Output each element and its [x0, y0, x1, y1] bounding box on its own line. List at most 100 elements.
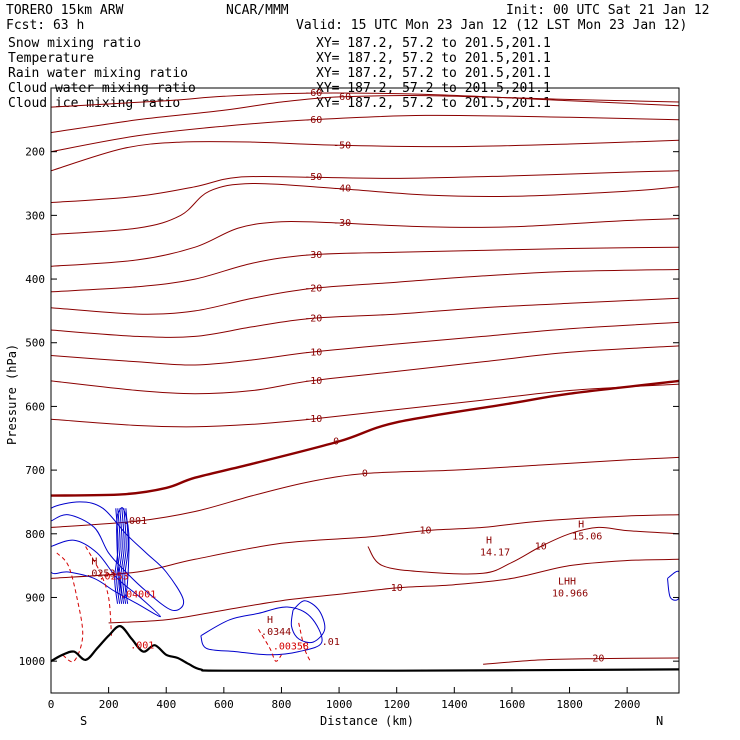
x-axis-label: Distance (km)	[320, 714, 414, 728]
isotherm-label-3: -50	[333, 140, 351, 151]
rain-contour-2	[257, 629, 282, 662]
isotherm-label-4: -50	[304, 172, 322, 183]
isotherm-label-14: 0	[362, 468, 368, 479]
isotherm-line-4	[51, 170, 679, 204]
x-tick-label-2: 400	[156, 698, 176, 711]
isotherm-line-3	[51, 139, 679, 172]
terrain-path	[51, 625, 679, 672]
isotherm-line-16	[108, 558, 679, 624]
field-xy-cloud-ice: XY= 187.2, 57.2 to 201.5,201.1	[316, 96, 551, 111]
valid-time: Valid: 15 UTC Mon 23 Jan 12 (12 LST Mon …	[296, 18, 687, 33]
field-label-snow: Snow mixing ratio	[8, 36, 141, 51]
field-xy-rain: XY= 187.2, 57.2 to 201.5,201.1	[316, 66, 551, 81]
x-tick-label-8: 1600	[499, 698, 525, 711]
cloud-water-contours	[51, 501, 679, 656]
y-tick-label-2: 400	[25, 273, 45, 286]
cloud-water-label-1: .01	[322, 637, 340, 648]
maximum-value-3: .0253	[85, 568, 115, 579]
cloud-water-core-3	[120, 508, 125, 604]
isotherm-label-8: -20	[304, 284, 322, 295]
isotherm-line-6	[51, 218, 679, 267]
cloud-water-label-0: .001	[123, 516, 147, 527]
cloud-water-contour-4	[290, 600, 326, 644]
field-label-cloud-ice: Cloud ice mixing ratio	[8, 96, 180, 111]
cloud-water-core-1	[116, 508, 121, 604]
y-tick-label-8: 1000	[19, 655, 45, 668]
isotherm-line-1	[51, 94, 679, 134]
contour-annotations: -60 -60 -60 -50 -50 -40 -30 -30 -20 -20 -10 -10 -10 0…	[85, 88, 604, 665]
rain-contours	[56, 546, 311, 663]
maximum-value-2: 10.966	[552, 589, 588, 600]
x-tick-label-0: 0	[48, 698, 55, 711]
y-tick-label-4: 600	[25, 400, 45, 413]
y-tick-label-0: 200	[25, 146, 45, 159]
field-label-rain: Rain water mixing ratio	[8, 66, 188, 81]
model-title: TORERO 15km ARW	[6, 3, 124, 18]
x-tick-label-3: 600	[214, 698, 234, 711]
init-time: Init: 00 UTC Sat 21 Jan 12	[506, 3, 710, 18]
plot-frame	[50, 87, 680, 694]
cloud-water-contour-1	[51, 539, 162, 618]
isotherm-line-13	[51, 379, 679, 497]
forecast-hour: Fcst: 63 h	[6, 18, 84, 33]
rain-label-2: .001	[130, 640, 154, 651]
isotherm-label-18: 20	[592, 654, 604, 665]
isotherm-line-8	[51, 269, 679, 315]
y-tick-label-3: 500	[25, 337, 45, 350]
cloud-water-core-5	[124, 508, 129, 604]
x-tick-label-4: 800	[272, 698, 292, 711]
isotherm-label-0: -60	[304, 88, 322, 99]
center-name: NCAR/MMM	[226, 3, 289, 18]
rain-label-0: .0253	[99, 572, 129, 583]
isotherm-label-7: -30	[304, 250, 322, 261]
rain-contour-0	[56, 552, 84, 663]
maximum-marker-4: H	[267, 615, 273, 626]
isotherm-label-10: -10	[304, 347, 322, 358]
rain-contour-1	[85, 546, 112, 636]
x-tick-label-9: 1800	[556, 698, 583, 711]
x-axis-right-end: N	[656, 714, 663, 728]
x-tick-label-6: 1200	[383, 698, 410, 711]
isotherm-line-11	[51, 345, 679, 395]
rain-label-3: .00358	[273, 642, 309, 653]
maximum-value-1: 15.06	[572, 531, 602, 542]
isotherm-line-17	[367, 526, 679, 575]
cloud-water-contour-5	[667, 570, 679, 601]
x-axis-left-end: S	[80, 714, 87, 728]
isotherm-label-9: -20	[304, 314, 322, 325]
isotherm-line-9	[51, 297, 679, 338]
isotherm-line-5	[51, 182, 679, 235]
rain-label-1: .04001	[120, 589, 156, 600]
isotherm-line-10	[51, 321, 679, 366]
y-tick-label-1: 300	[25, 209, 45, 222]
isotherm-label-1: -60	[333, 92, 351, 103]
isotherm-label-12: -10	[304, 414, 322, 425]
isotherm-line-0	[51, 92, 679, 108]
isotherm-label-2: -60	[304, 115, 322, 126]
isotherm-line-18	[483, 657, 679, 665]
isotherm-label-6: -30	[333, 218, 351, 229]
y-tick-label-5: 700	[25, 464, 45, 477]
field-label-temperature: Temperature	[8, 51, 94, 66]
isotherm-label-5: -40	[333, 184, 351, 195]
isotherm-line-2	[51, 114, 679, 153]
x-tick-label-10: 2000	[614, 698, 641, 711]
isotherm-label-17: 10	[535, 542, 547, 553]
y-tick-label-6: 800	[25, 528, 45, 541]
cloud-water-contour-3	[200, 606, 323, 656]
isotherm-line-12	[51, 383, 679, 428]
isotherm-line-14	[51, 456, 679, 528]
cloud-water-contour-0	[51, 501, 185, 612]
y-tick-label-7: 900	[25, 591, 45, 604]
x-tick-label-5: 1000	[326, 698, 353, 711]
maximum-value-4: .0344	[261, 627, 291, 638]
cloud-water-core-0	[114, 508, 119, 604]
x-tick-label-7: 1400	[441, 698, 468, 711]
cloud-water-core-2	[118, 508, 123, 604]
maximum-marker-1: H	[578, 519, 584, 530]
x-tick-label-1: 200	[99, 698, 119, 711]
isotherm-label-11: -10	[304, 376, 322, 387]
isotherm-label-16: 10	[391, 583, 403, 594]
